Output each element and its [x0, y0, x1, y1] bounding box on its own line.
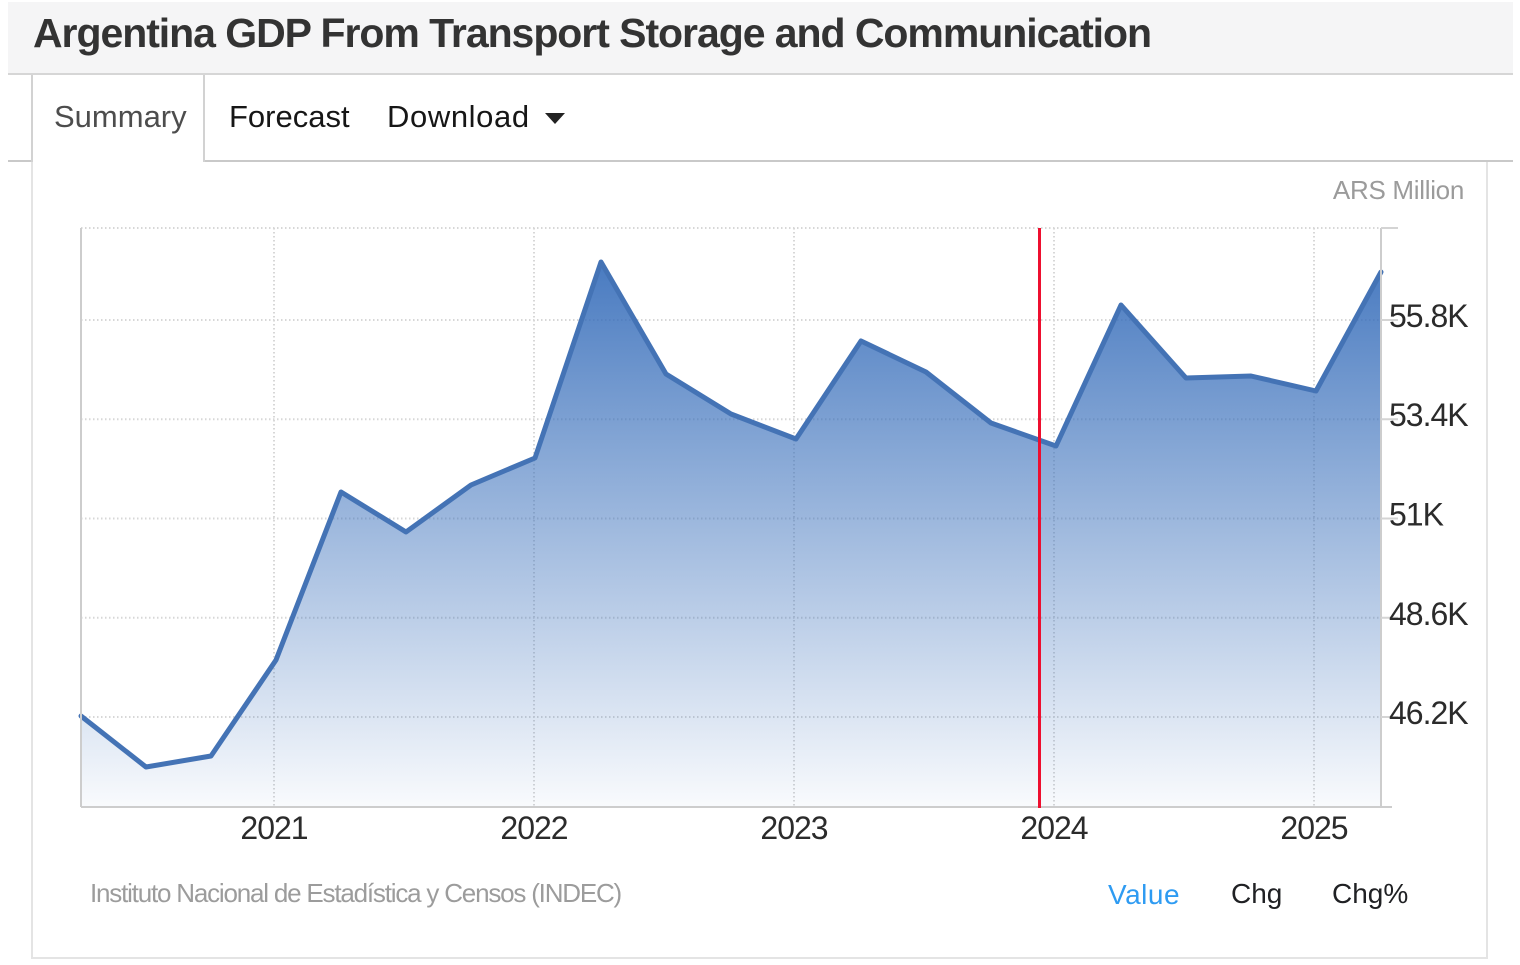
svg-text:51K: 51K — [1389, 497, 1444, 533]
svg-text:48.6K: 48.6K — [1389, 596, 1468, 632]
svg-text:ARS Million: ARS Million — [1333, 175, 1464, 205]
svg-text:55.8K: 55.8K — [1389, 298, 1468, 334]
svg-text:46.2K: 46.2K — [1389, 695, 1468, 731]
svg-text:2021: 2021 — [240, 810, 307, 846]
svg-text:53.4K: 53.4K — [1389, 397, 1468, 433]
svg-text:2023: 2023 — [760, 810, 827, 846]
svg-text:2024: 2024 — [1020, 810, 1087, 846]
svg-text:2025: 2025 — [1280, 810, 1347, 846]
svg-text:2022: 2022 — [500, 810, 567, 846]
